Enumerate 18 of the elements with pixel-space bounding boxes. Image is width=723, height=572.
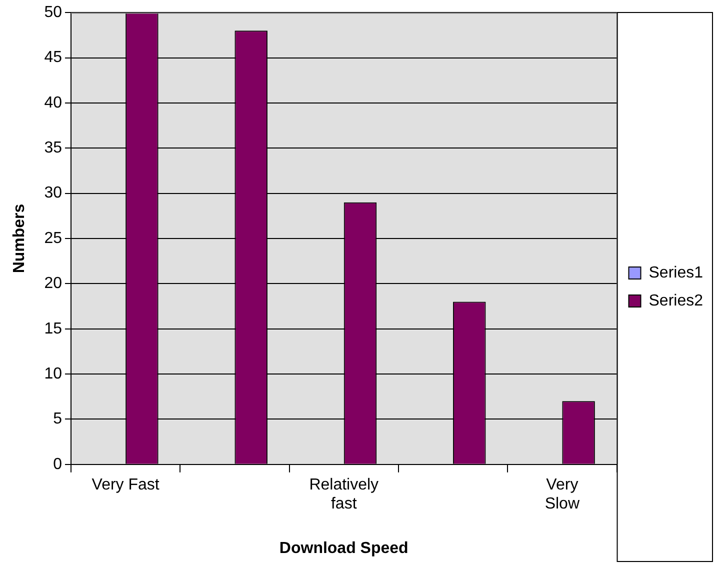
y-tick-label: 30 — [44, 184, 62, 202]
legend-label: Series1 — [648, 264, 704, 282]
y-tick-label: 5 — [53, 410, 62, 428]
legend-label: Series2 — [648, 292, 704, 310]
y-tick-label: 50 — [44, 4, 62, 22]
y-axis-title: Numbers — [11, 204, 28, 274]
y-tick-label: 40 — [44, 94, 62, 112]
y-tick-label: 10 — [44, 365, 62, 382]
x-tick-label: Very Slow — [544, 476, 580, 513]
y-tick-label: 15 — [44, 320, 62, 338]
y-tick-label: 25 — [44, 230, 62, 247]
y-tick-label: 0 — [53, 456, 62, 473]
y-tick-label: 45 — [44, 49, 62, 66]
x-tick-label: Relatively fast — [309, 476, 379, 513]
y-tick-label: 20 — [44, 275, 62, 292]
x-axis-title: Download Speed — [279, 540, 408, 557]
x-tick-label: Very Fast — [92, 476, 160, 494]
y-tick-label: 35 — [44, 140, 62, 157]
